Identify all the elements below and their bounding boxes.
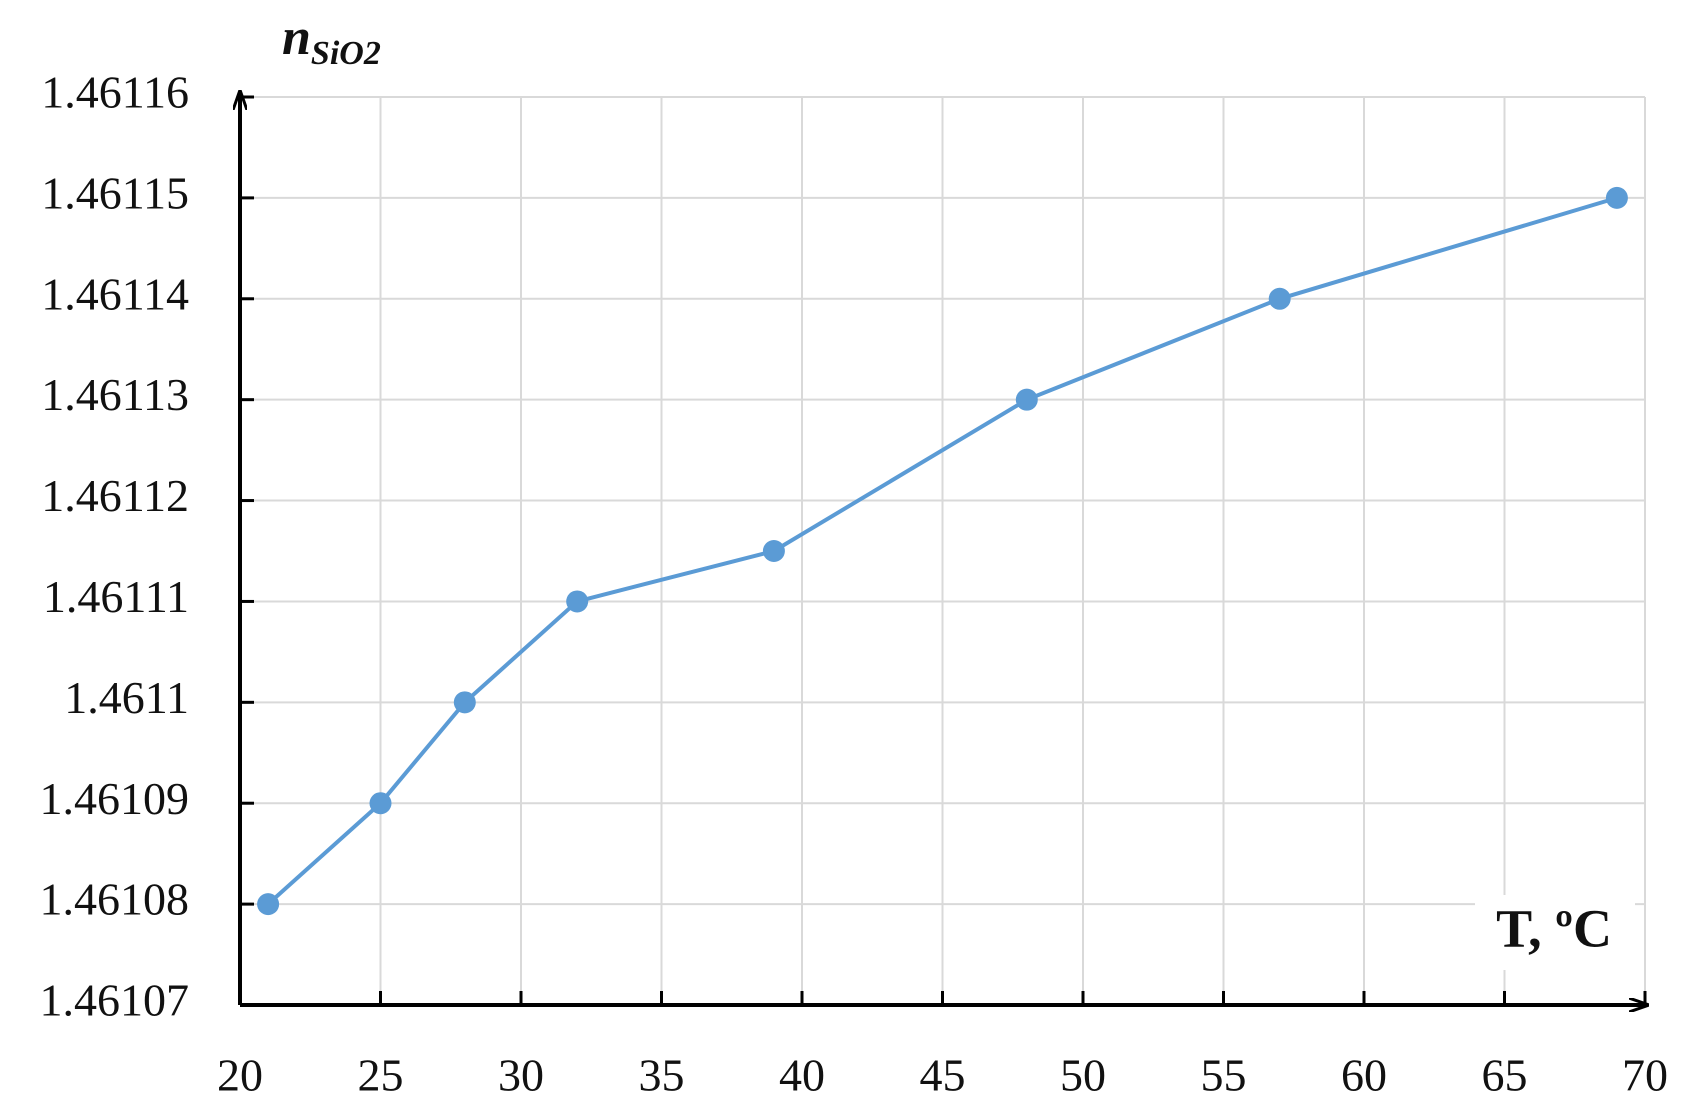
y-tick-label: 1.4611 — [64, 672, 189, 723]
x-axis-label: T, ºC — [1496, 898, 1612, 958]
point — [1605, 186, 1628, 209]
x-tick-label: 25 — [358, 1050, 404, 1101]
y-tick-label: 1.46111 — [43, 571, 189, 622]
y-tick-label: 1.46108 — [40, 874, 190, 925]
x-tick-label: 35 — [639, 1050, 685, 1101]
line — [266, 195, 1618, 906]
x-tick-label: 65 — [1482, 1050, 1528, 1101]
x-tick-label: 40 — [779, 1050, 825, 1101]
y-tick-label: 1.46112 — [41, 470, 189, 521]
point — [566, 590, 589, 613]
y-label-sub: SiO2 — [311, 35, 381, 72]
point — [453, 691, 476, 714]
point — [257, 893, 280, 916]
point — [762, 540, 785, 562]
y-tick-label: 1.46116 — [41, 67, 189, 118]
y-label-main: n — [282, 9, 311, 66]
x-tick-label: 45 — [920, 1050, 966, 1101]
x-tick-label: 20 — [217, 1050, 263, 1101]
point — [1015, 388, 1038, 411]
y-tick-label: 1.46109 — [40, 773, 190, 824]
x-tick-label: 30 — [498, 1050, 544, 1101]
y-tick-label: 1.46107 — [40, 975, 190, 1026]
grid — [239, 96, 1646, 1006]
x-tick-label: 70 — [1622, 1050, 1668, 1101]
y-tick-label: 1.46113 — [41, 369, 189, 420]
point — [369, 792, 392, 815]
x-tick-label: 60 — [1341, 1050, 1387, 1101]
x-label-background — [1475, 895, 1635, 970]
y-axis-label: nSiO2 — [282, 9, 381, 72]
y-tick-label: 1.46114 — [41, 268, 189, 319]
x-tick-label: 55 — [1201, 1050, 1247, 1101]
x-tick-label: 50 — [1060, 1050, 1106, 1101]
point — [1268, 287, 1291, 310]
y-tick-label: 1.46115 — [41, 167, 189, 218]
